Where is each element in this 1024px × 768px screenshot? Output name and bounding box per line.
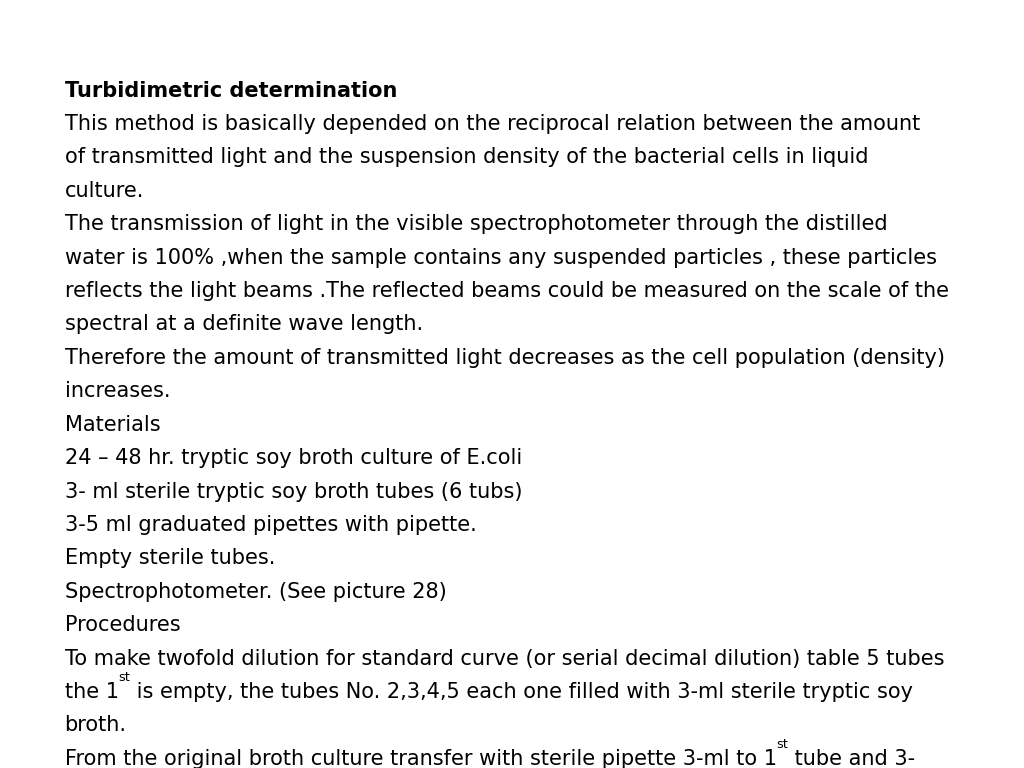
Text: The transmission of light in the visible spectrophotometer through the distilled: The transmission of light in the visible… [65, 214, 887, 234]
Text: tube and 3-: tube and 3- [788, 749, 915, 768]
Text: Spectrophotometer. (See picture 28): Spectrophotometer. (See picture 28) [65, 581, 446, 602]
Text: culture.: culture. [65, 180, 144, 201]
Text: 24 – 48 hr. tryptic soy broth culture of E.coli: 24 – 48 hr. tryptic soy broth culture of… [65, 448, 522, 468]
Text: st: st [776, 738, 788, 751]
Text: st: st [119, 671, 130, 684]
Text: Empty sterile tubes.: Empty sterile tubes. [65, 548, 274, 568]
Text: Procedures: Procedures [65, 615, 180, 635]
Text: spectral at a definite wave length.: spectral at a definite wave length. [65, 314, 423, 335]
Text: Therefore the amount of transmitted light decreases as the cell population (dens: Therefore the amount of transmitted ligh… [65, 348, 944, 368]
Text: To make twofold dilution for standard curve (or serial decimal dilution) table 5: To make twofold dilution for standard cu… [65, 648, 944, 669]
Text: This method is basically depended on the reciprocal relation between the amount: This method is basically depended on the… [65, 114, 920, 134]
Text: From the original broth culture transfer with sterile pipette 3-ml to 1: From the original broth culture transfer… [65, 749, 776, 768]
Text: reflects the light beams .The reflected beams could be measured on the scale of : reflects the light beams .The reflected … [65, 281, 948, 301]
Text: of transmitted light and the suspension density of the bacterial cells in liquid: of transmitted light and the suspension … [65, 147, 868, 167]
Text: water is 100% ,when the sample contains any suspended particles , these particle: water is 100% ,when the sample contains … [65, 247, 937, 268]
Text: 3-5 ml graduated pipettes with pipette.: 3-5 ml graduated pipettes with pipette. [65, 515, 476, 535]
Text: the 1: the 1 [65, 682, 119, 702]
Text: increases.: increases. [65, 381, 170, 402]
Text: Turbidimetric determination: Turbidimetric determination [65, 81, 397, 101]
Text: Materials: Materials [65, 415, 160, 435]
Text: is empty, the tubes No. 2,3,4,5 each one filled with 3-ml sterile tryptic soy: is empty, the tubes No. 2,3,4,5 each one… [130, 682, 913, 702]
Text: broth.: broth. [65, 715, 127, 736]
Text: 3- ml sterile tryptic soy broth tubes (6 tubs): 3- ml sterile tryptic soy broth tubes (6… [65, 482, 522, 502]
